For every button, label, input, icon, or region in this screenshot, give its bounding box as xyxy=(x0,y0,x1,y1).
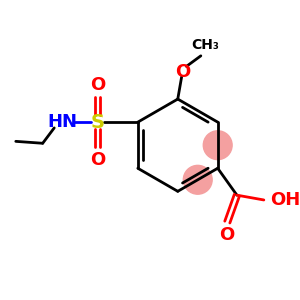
Text: O: O xyxy=(175,63,190,81)
Text: CH₃: CH₃ xyxy=(192,38,220,52)
Text: O: O xyxy=(90,151,105,169)
Circle shape xyxy=(204,132,231,159)
Text: O: O xyxy=(219,226,234,244)
Circle shape xyxy=(184,166,211,193)
Circle shape xyxy=(183,165,212,194)
Text: HN: HN xyxy=(47,113,77,131)
Circle shape xyxy=(203,131,232,160)
Text: O: O xyxy=(90,76,105,94)
Text: S: S xyxy=(91,112,104,132)
Text: OH: OH xyxy=(270,191,300,209)
